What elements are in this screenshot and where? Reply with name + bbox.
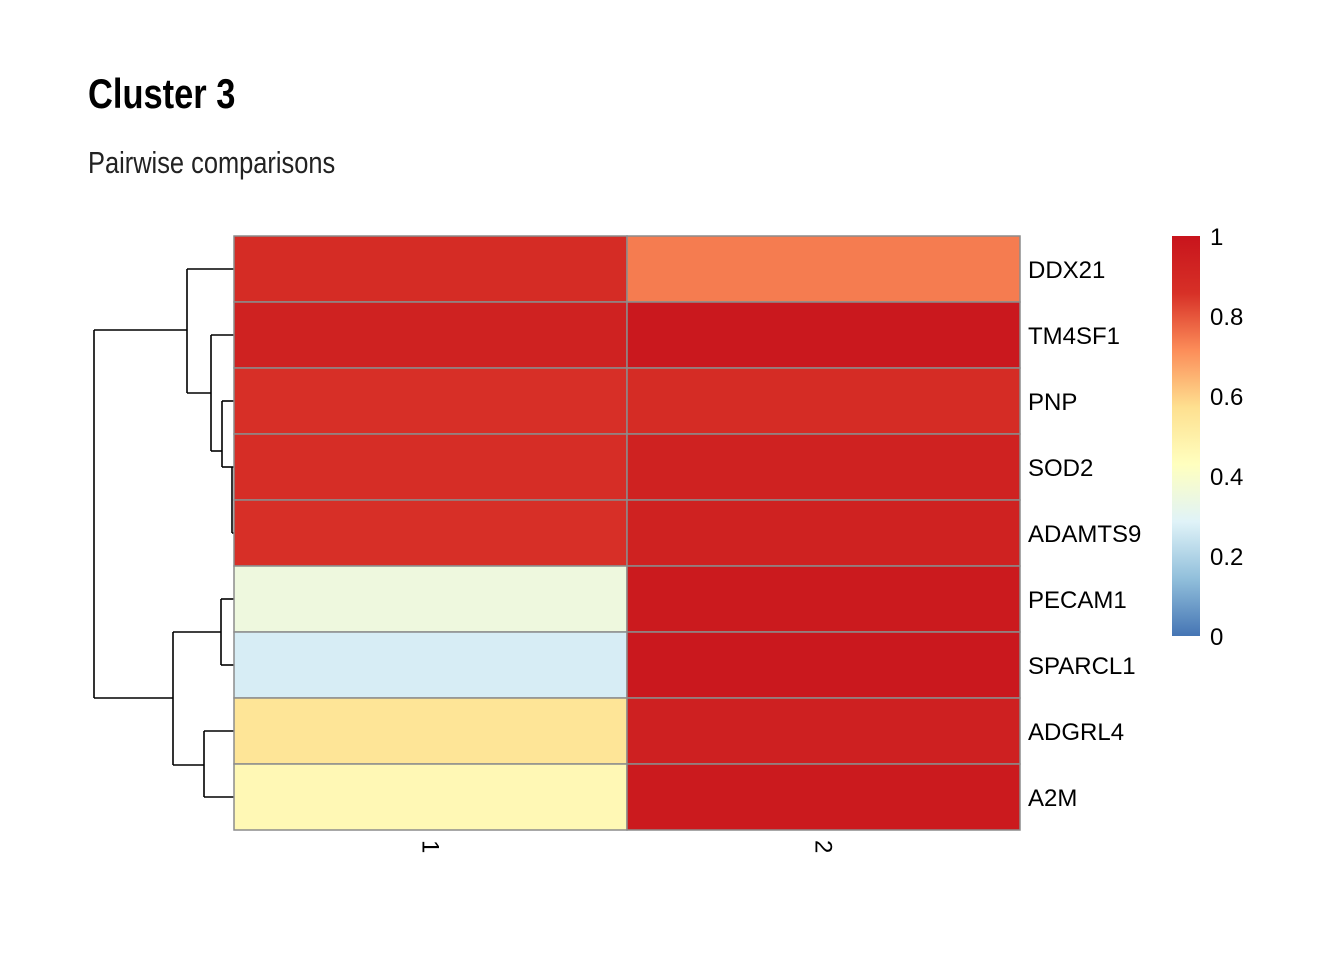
color-legend: 0 0.2 0.4 0.6 0.8 1 <box>1172 224 1243 651</box>
heatmap-cell-SPARCL1-1 <box>233 631 628 699</box>
heatmap-cell-ADAMTS9-2 <box>626 499 1021 567</box>
legend-tick-label: 0.6 <box>1210 384 1243 411</box>
row-label: PNP <box>1028 389 1077 416</box>
row-label: SPARCL1 <box>1028 653 1136 680</box>
heatmap-cell-PECAM1-1 <box>233 565 628 633</box>
row-labels: DDX21 TM4SF1 PNP SOD2 ADAMTS9 PECAM1 SPARCL1 AD… <box>1028 257 1141 812</box>
legend-tick-label: 1 <box>1210 224 1223 251</box>
heatmap-cell-SPARCL1-2 <box>626 631 1021 699</box>
column-label: 1 <box>417 840 444 853</box>
heatmap-cell-PNP-2 <box>626 367 1021 435</box>
heatmap-cell-ADGRL4-2 <box>626 697 1021 765</box>
row-label: ADGRL4 <box>1028 719 1124 746</box>
row-label: SOD2 <box>1028 455 1093 482</box>
row-label: A2M <box>1028 785 1077 812</box>
legend-tick-label: 0 <box>1210 624 1223 651</box>
legend-tick-label: 0.8 <box>1210 304 1243 331</box>
heatmap-cell-TM4SF1-1 <box>233 301 628 369</box>
legend-tick-label: 0.2 <box>1210 544 1243 571</box>
heatmap-cell-SOD2-1 <box>233 433 628 501</box>
row-label: PECAM1 <box>1028 587 1127 614</box>
chart-subtitle: Pairwise comparisons <box>88 145 336 180</box>
chart-title: Cluster 3 <box>88 70 236 117</box>
heatmap-cells <box>233 235 1021 831</box>
heatmap-cell-ADGRL4-1 <box>233 697 628 765</box>
heatmap-cell-TM4SF1-2 <box>626 301 1021 369</box>
legend-tick-label: 0.4 <box>1210 464 1243 491</box>
heatmap-cell-SOD2-2 <box>626 433 1021 501</box>
column-label: 2 <box>810 840 837 853</box>
legend-color-bar <box>1172 236 1200 636</box>
heatmap-cell-A2M-1 <box>233 763 628 831</box>
row-dendrogram <box>93 268 234 798</box>
row-label: TM4SF1 <box>1028 323 1120 350</box>
heatmap-cell-DDX21-2 <box>626 235 1021 303</box>
heatmap-cell-ADAMTS9-1 <box>233 499 628 567</box>
row-label: ADAMTS9 <box>1028 521 1141 548</box>
heatmap-cell-DDX21-1 <box>233 235 628 303</box>
row-label: DDX21 <box>1028 257 1105 284</box>
heatmap-cell-A2M-2 <box>626 763 1021 831</box>
heatmap-cell-PNP-1 <box>233 367 628 435</box>
heatmap-cell-PECAM1-2 <box>626 565 1021 633</box>
